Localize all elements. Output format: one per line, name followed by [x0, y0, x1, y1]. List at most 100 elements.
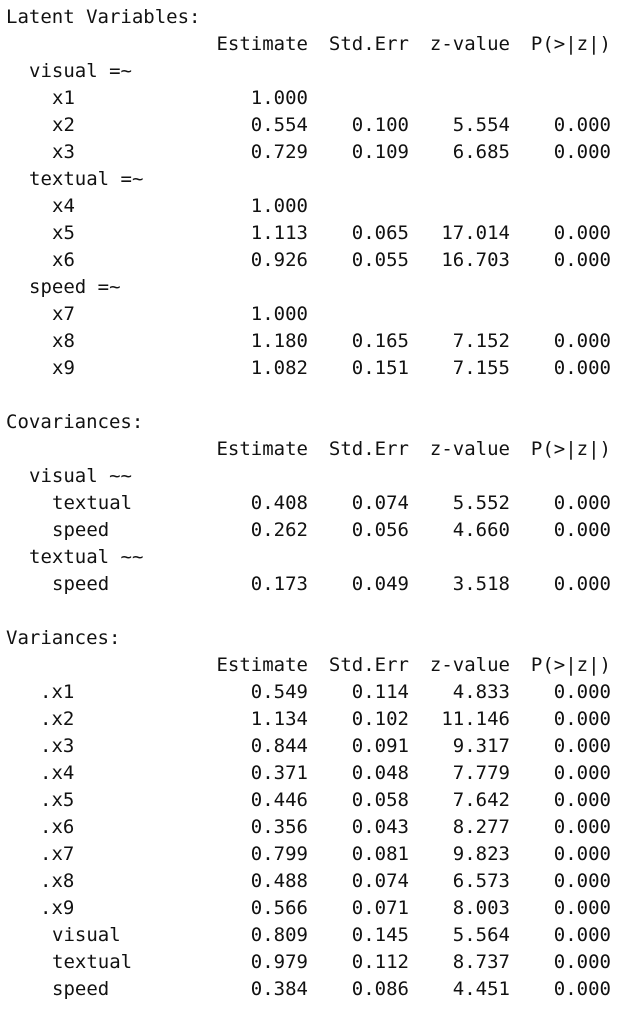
pvalue-value: 0.000	[553, 249, 611, 271]
stderr-value: 0.081	[351, 843, 409, 865]
stderr-value: 0.043	[351, 816, 409, 838]
pvalue-value: 0.000	[553, 114, 611, 136]
zvalue-value: 8.277	[452, 816, 510, 838]
estimate-value: 0.446	[250, 789, 308, 811]
estimate-value: 1.000	[250, 87, 308, 109]
estimate-value: 0.173	[250, 573, 308, 595]
table-row: speed 0.384 0.086 4.451 0.000	[0, 976, 636, 1003]
zvalue-value: 4.660	[452, 519, 510, 541]
table-row: visual 0.809 0.145 5.564 0.000	[0, 922, 636, 949]
table-row: .x8 0.488 0.074 6.573 0.000	[0, 868, 636, 895]
estimate-header: Estimate	[216, 438, 308, 460]
zvalue-value: 11.146	[441, 708, 510, 730]
estimate-value: 0.799	[250, 843, 308, 865]
zvalue-value: 6.573	[452, 870, 510, 892]
group-label-line: visual =~	[0, 58, 636, 85]
row-name: .x1	[40, 681, 75, 703]
group-label: speed =~	[29, 276, 121, 298]
pvalue-value: 0.000	[553, 573, 611, 595]
estimate-value: 1.000	[250, 195, 308, 217]
group-label-line: textual =~	[0, 166, 636, 193]
pvalue-value: 0.000	[553, 708, 611, 730]
row-name: x5	[52, 222, 75, 244]
pvalue-value: 0.000	[553, 843, 611, 865]
group-label-line: textual ~~	[0, 544, 636, 571]
row-name: x9	[52, 357, 75, 379]
table-row: textual 0.979 0.112 8.737 0.000	[0, 949, 636, 976]
row-name: textual	[52, 492, 133, 514]
stderr-value: 0.074	[351, 492, 409, 514]
stderr-value: 0.112	[351, 951, 409, 973]
column-header-line: Estimate Std.Err z-value P(>|z|)	[0, 652, 636, 679]
stderr-value: 0.074	[351, 870, 409, 892]
row-name: visual	[52, 924, 121, 946]
row-name: x7	[52, 303, 75, 325]
stderr-value: 0.048	[351, 762, 409, 784]
table-row: x3 0.729 0.109 6.685 0.000	[0, 139, 636, 166]
pvalue-value: 0.000	[553, 330, 611, 352]
section-title-line: Covariances:	[0, 409, 636, 436]
zvalue-value: 5.552	[452, 492, 510, 514]
group-label: visual =~	[29, 60, 132, 82]
stderr-header: Std.Err	[328, 438, 409, 460]
estimate-value: 0.844	[250, 735, 308, 757]
group-label: visual ~~	[29, 465, 132, 487]
stderr-value: 0.102	[351, 708, 409, 730]
table-row: x4 1.000	[0, 193, 636, 220]
table-row: .x7 0.799 0.081 9.823 0.000	[0, 841, 636, 868]
row-name: .x3	[40, 735, 75, 757]
zvalue-value: 17.014	[441, 222, 510, 244]
row-name: speed	[52, 519, 110, 541]
pvalue-value: 0.000	[553, 951, 611, 973]
zvalue-header: z-value	[429, 654, 510, 676]
estimate-value: 0.979	[250, 951, 308, 973]
stderr-header: Std.Err	[328, 654, 409, 676]
zvalue-value: 7.642	[452, 789, 510, 811]
row-name: x3	[52, 141, 75, 163]
stderr-value: 0.086	[351, 978, 409, 1000]
zvalue-header: z-value	[429, 33, 510, 55]
stderr-value: 0.165	[351, 330, 409, 352]
stderr-value: 0.100	[351, 114, 409, 136]
table-row: .x6 0.356 0.043 8.277 0.000	[0, 814, 636, 841]
pvalue-value: 0.000	[553, 222, 611, 244]
stderr-value: 0.071	[351, 897, 409, 919]
pvalue-header: P(>|z|)	[530, 33, 611, 55]
pvalue-value: 0.000	[553, 519, 611, 541]
estimate-value: 1.180	[250, 330, 308, 352]
stderr-header: Std.Err	[328, 33, 409, 55]
row-name: .x8	[40, 870, 75, 892]
estimate-value: 0.384	[250, 978, 308, 1000]
stderr-value: 0.091	[351, 735, 409, 757]
table-row: x6 0.926 0.055 16.703 0.000	[0, 247, 636, 274]
pvalue-value: 0.000	[553, 870, 611, 892]
zvalue-value: 5.564	[452, 924, 510, 946]
estimate-value: 0.408	[250, 492, 308, 514]
zvalue-value: 4.833	[452, 681, 510, 703]
table-row: .x3 0.844 0.091 9.317 0.000	[0, 733, 636, 760]
pvalue-header: P(>|z|)	[530, 654, 611, 676]
group-label: textual =~	[29, 168, 144, 190]
section-title: Covariances:	[6, 411, 144, 433]
group-label: textual ~~	[29, 546, 144, 568]
section-title-line: Latent Variables:	[0, 4, 636, 31]
stderr-value: 0.058	[351, 789, 409, 811]
zvalue-value: 8.737	[452, 951, 510, 973]
estimate-value: 1.000	[250, 303, 308, 325]
zvalue-value: 6.685	[452, 141, 510, 163]
pvalue-value: 0.000	[553, 681, 611, 703]
stderr-value: 0.055	[351, 249, 409, 271]
estimate-header: Estimate	[216, 654, 308, 676]
stderr-value: 0.049	[351, 573, 409, 595]
table-row: speed 0.262 0.056 4.660 0.000	[0, 517, 636, 544]
zvalue-value: 7.155	[452, 357, 510, 379]
zvalue-value: 3.518	[452, 573, 510, 595]
estimate-value: 0.356	[250, 816, 308, 838]
table-row: .x4 0.371 0.048 7.779 0.000	[0, 760, 636, 787]
row-name: x2	[52, 114, 75, 136]
zvalue-value: 16.703	[441, 249, 510, 271]
row-name: .x4	[40, 762, 75, 784]
zvalue-value: 9.317	[452, 735, 510, 757]
stderr-value: 0.151	[351, 357, 409, 379]
stderr-value: 0.145	[351, 924, 409, 946]
